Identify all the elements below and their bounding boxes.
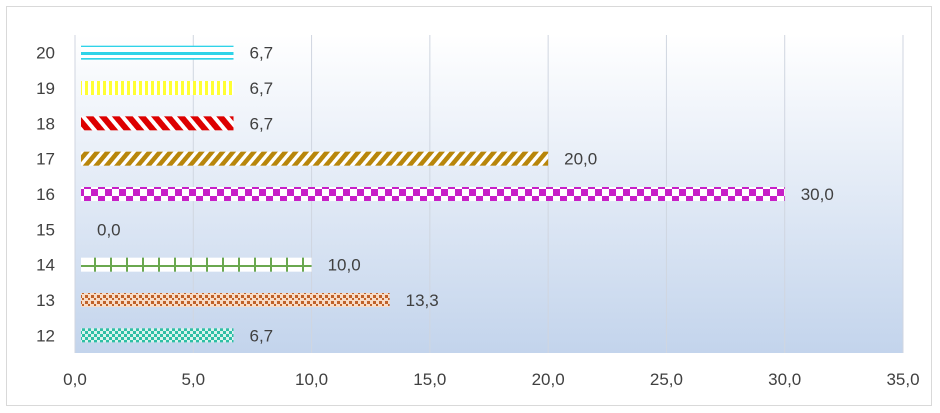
y-tick-label: 19 [36, 79, 55, 98]
bar [81, 293, 390, 307]
x-tick-label: 15,0 [413, 370, 446, 389]
bar-chart: 12 13 14 15 16 17 18 19 20 0,0 5,0 10,0 15,0 20,0 25,… [36, 35, 920, 389]
data-label: 6,7 [250, 114, 274, 133]
data-label: 30,0 [801, 185, 834, 204]
y-tick-label: 13 [36, 291, 55, 310]
x-tick-label: 0,0 [63, 370, 87, 389]
y-tick-label: 17 [36, 150, 55, 169]
x-tick-label: 30,0 [768, 370, 801, 389]
bars [81, 45, 785, 343]
data-label: 10,0 [328, 256, 361, 275]
data-label: 20,0 [564, 150, 597, 169]
data-label: 0,0 [97, 220, 121, 239]
bar [81, 328, 234, 343]
y-axis-labels: 12 13 14 15 16 17 18 19 20 [36, 44, 55, 346]
data-label: 6,7 [250, 79, 274, 98]
x-tick-label: 35,0 [886, 370, 919, 389]
x-tick-label: 20,0 [532, 370, 565, 389]
y-tick-label: 18 [36, 114, 55, 133]
chart-frame: 12 13 14 15 16 17 18 19 20 0,0 5,0 10,0 15,0 20,0 25,… [6, 6, 932, 406]
bar [81, 45, 234, 60]
y-tick-label: 15 [36, 220, 55, 239]
y-tick-label: 14 [36, 256, 55, 275]
data-label: 13,3 [406, 291, 439, 310]
bar [81, 151, 549, 166]
bar [81, 257, 312, 272]
x-tick-label: 5,0 [181, 370, 205, 389]
y-tick-label: 20 [36, 44, 55, 63]
x-tick-label: 25,0 [650, 370, 683, 389]
x-tick-label: 10,0 [295, 370, 328, 389]
bar [81, 116, 234, 131]
x-axis-labels: 0,0 5,0 10,0 15,0 20,0 25,0 30,0 35,0 [63, 370, 919, 389]
data-label: 6,7 [250, 44, 274, 63]
bar [81, 187, 785, 201]
data-label: 6,7 [250, 326, 274, 345]
data-labels: 6,7 13,3 10,0 0,0 30,0 20,0 6,7 6,7 6,7 [97, 44, 834, 346]
y-tick-label: 12 [36, 326, 55, 345]
bar [81, 81, 234, 95]
y-tick-label: 16 [36, 185, 55, 204]
